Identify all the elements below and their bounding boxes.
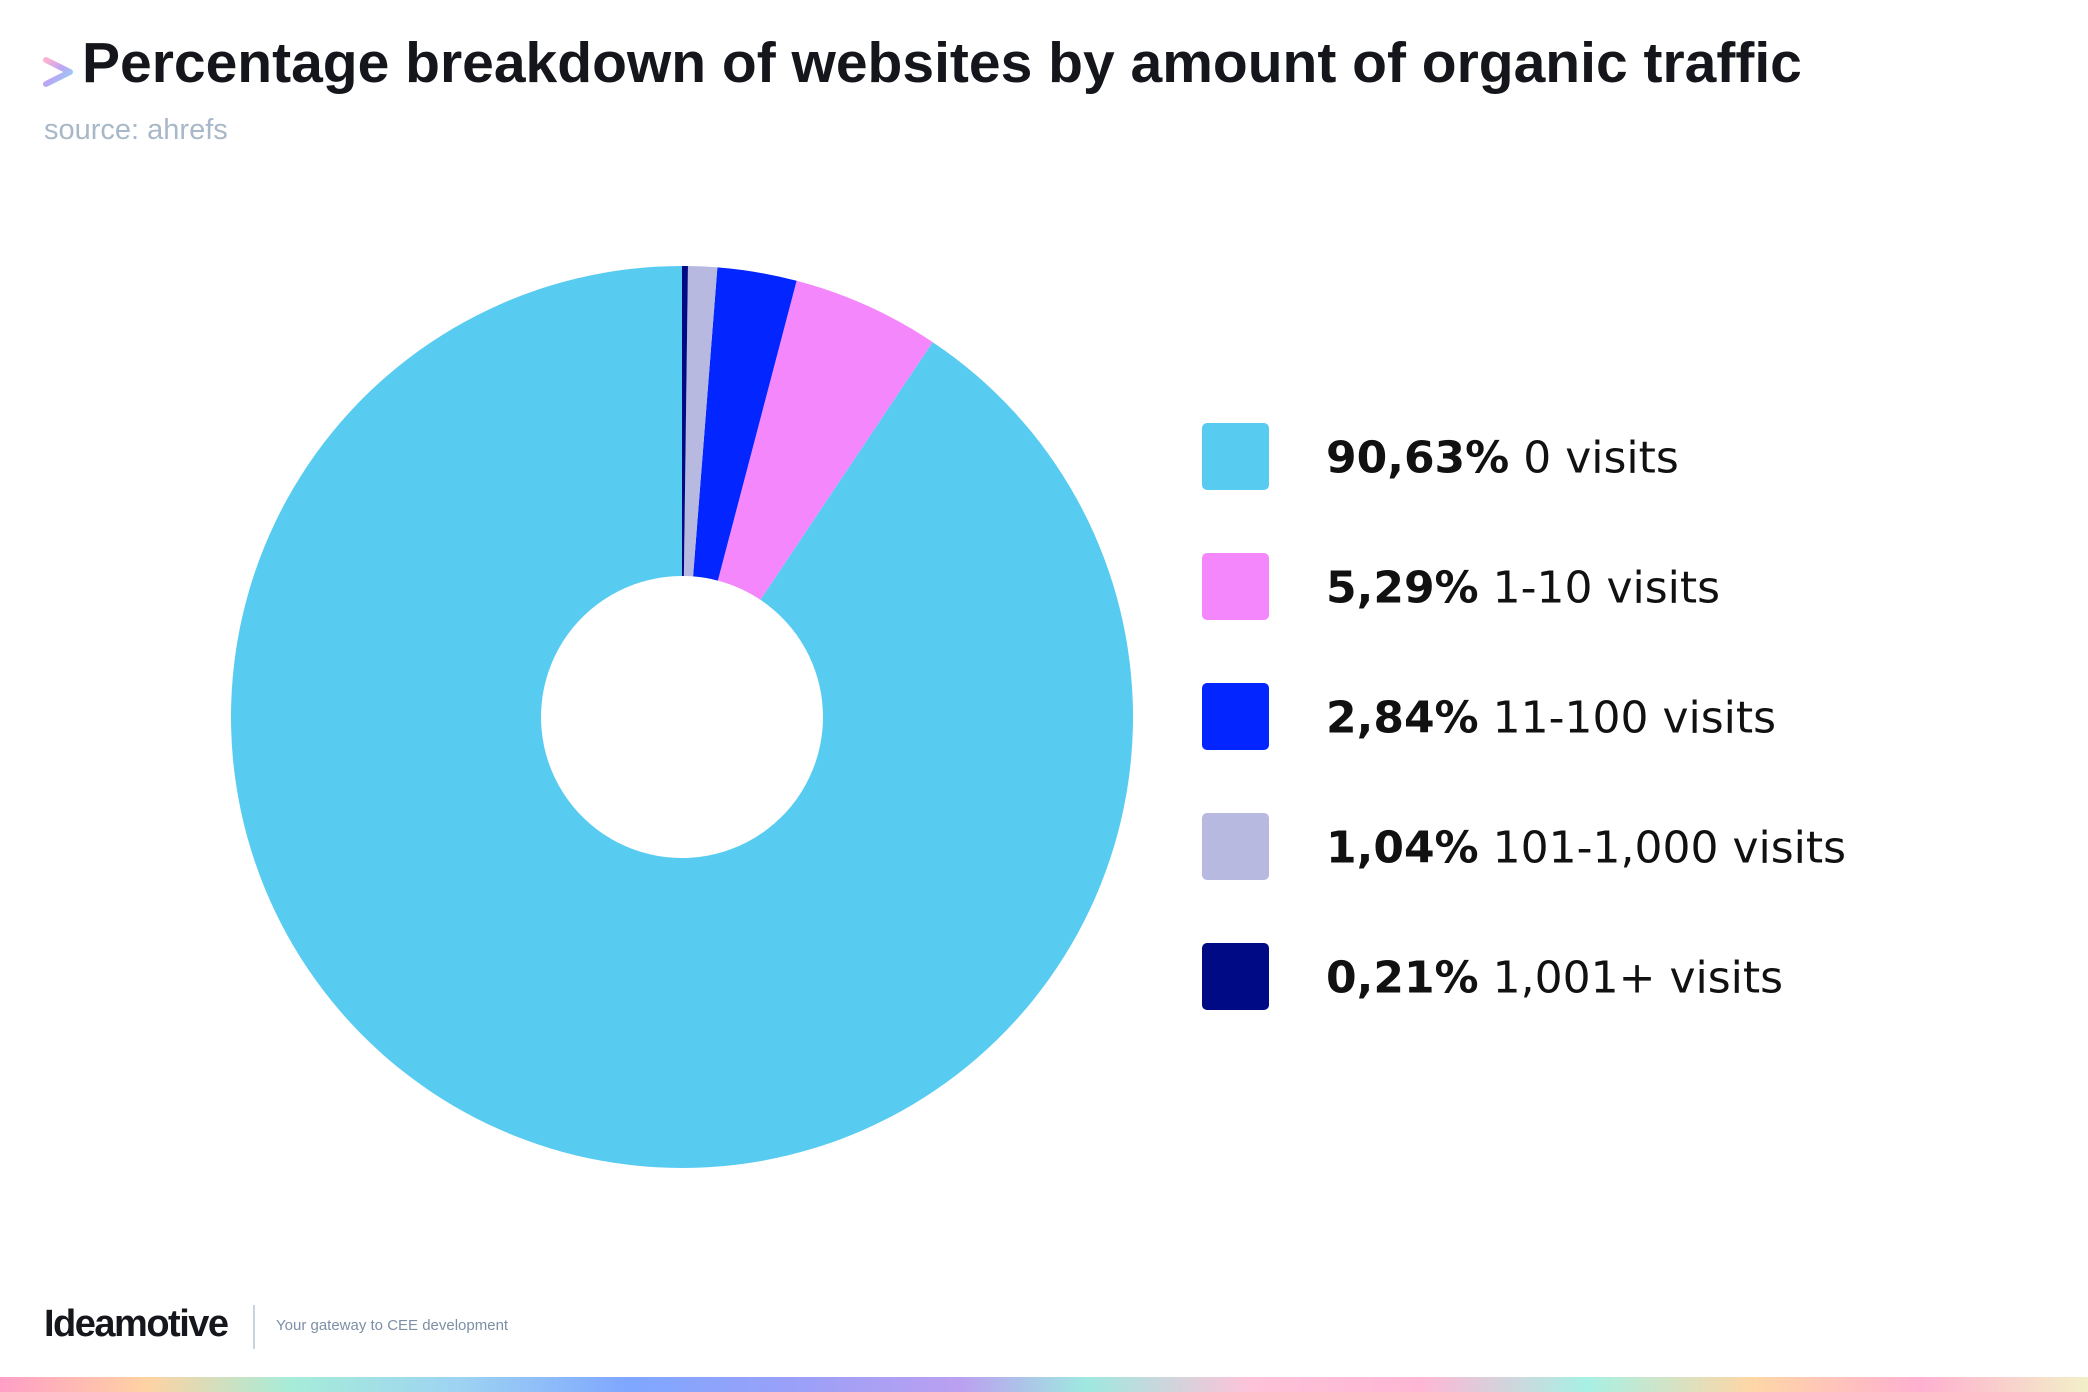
legend-swatch-5 [1202, 943, 1269, 1010]
legend-swatch-4 [1202, 813, 1269, 880]
legend-swatch-1 [1202, 423, 1269, 490]
donut-slice-4 [683, 266, 718, 577]
donut-slices [231, 266, 1134, 1169]
footer-gradient-strip [0, 1377, 2088, 1392]
legend-label-1: 90,63% 0 visits [1326, 433, 1679, 484]
donut-slice-3 [693, 267, 797, 581]
donut-slice-1 [231, 266, 1134, 1169]
legend-category-1: 0 visits [1509, 433, 1679, 484]
legend-percent-4: 1,04% [1326, 823, 1479, 874]
donut-slice-2 [717, 280, 933, 600]
legend-percent-1: 90,63% [1326, 433, 1509, 484]
chart-title: Percentage breakdown of websites by amou… [82, 31, 1802, 95]
legend-label-4: 1,04% 101-1,000 visits [1326, 823, 1846, 874]
legend-category-3: 11-100 visits [1479, 693, 1776, 744]
legend-percent-3: 2,84% [1326, 693, 1479, 744]
legend-swatch-3 [1202, 683, 1269, 750]
donut-slice-5 [682, 266, 688, 577]
legend-swatch-2 [1202, 553, 1269, 620]
legend-category-4: 101-1,000 visits [1479, 823, 1846, 874]
footer-tagline: Your gateway to CEE development [276, 1317, 509, 1334]
legend-category-2: 1-10 visits [1479, 563, 1720, 614]
chart-subtitle: source: ahrefs [44, 114, 228, 146]
footer-logo[interactable]: Ideamotive [44, 1303, 229, 1345]
brand-chevron-icon [43, 57, 73, 87]
legend-category-5: 1,001+ visits [1479, 953, 1783, 1004]
legend-percent-5: 0,21% [1326, 953, 1479, 1004]
legend-label-3: 2,84% 11-100 visits [1326, 693, 1776, 744]
footer-divider [253, 1305, 255, 1349]
legend-label-5: 0,21% 1,001+ visits [1326, 953, 1783, 1004]
chart-legend: 90,63% 0 visits 5,29% 1-10 visits 2,84% 11… [1202, 423, 1846, 1010]
legend-label-2: 5,29% 1-10 visits [1326, 563, 1720, 614]
legend-percent-2: 5,29% [1326, 563, 1479, 614]
